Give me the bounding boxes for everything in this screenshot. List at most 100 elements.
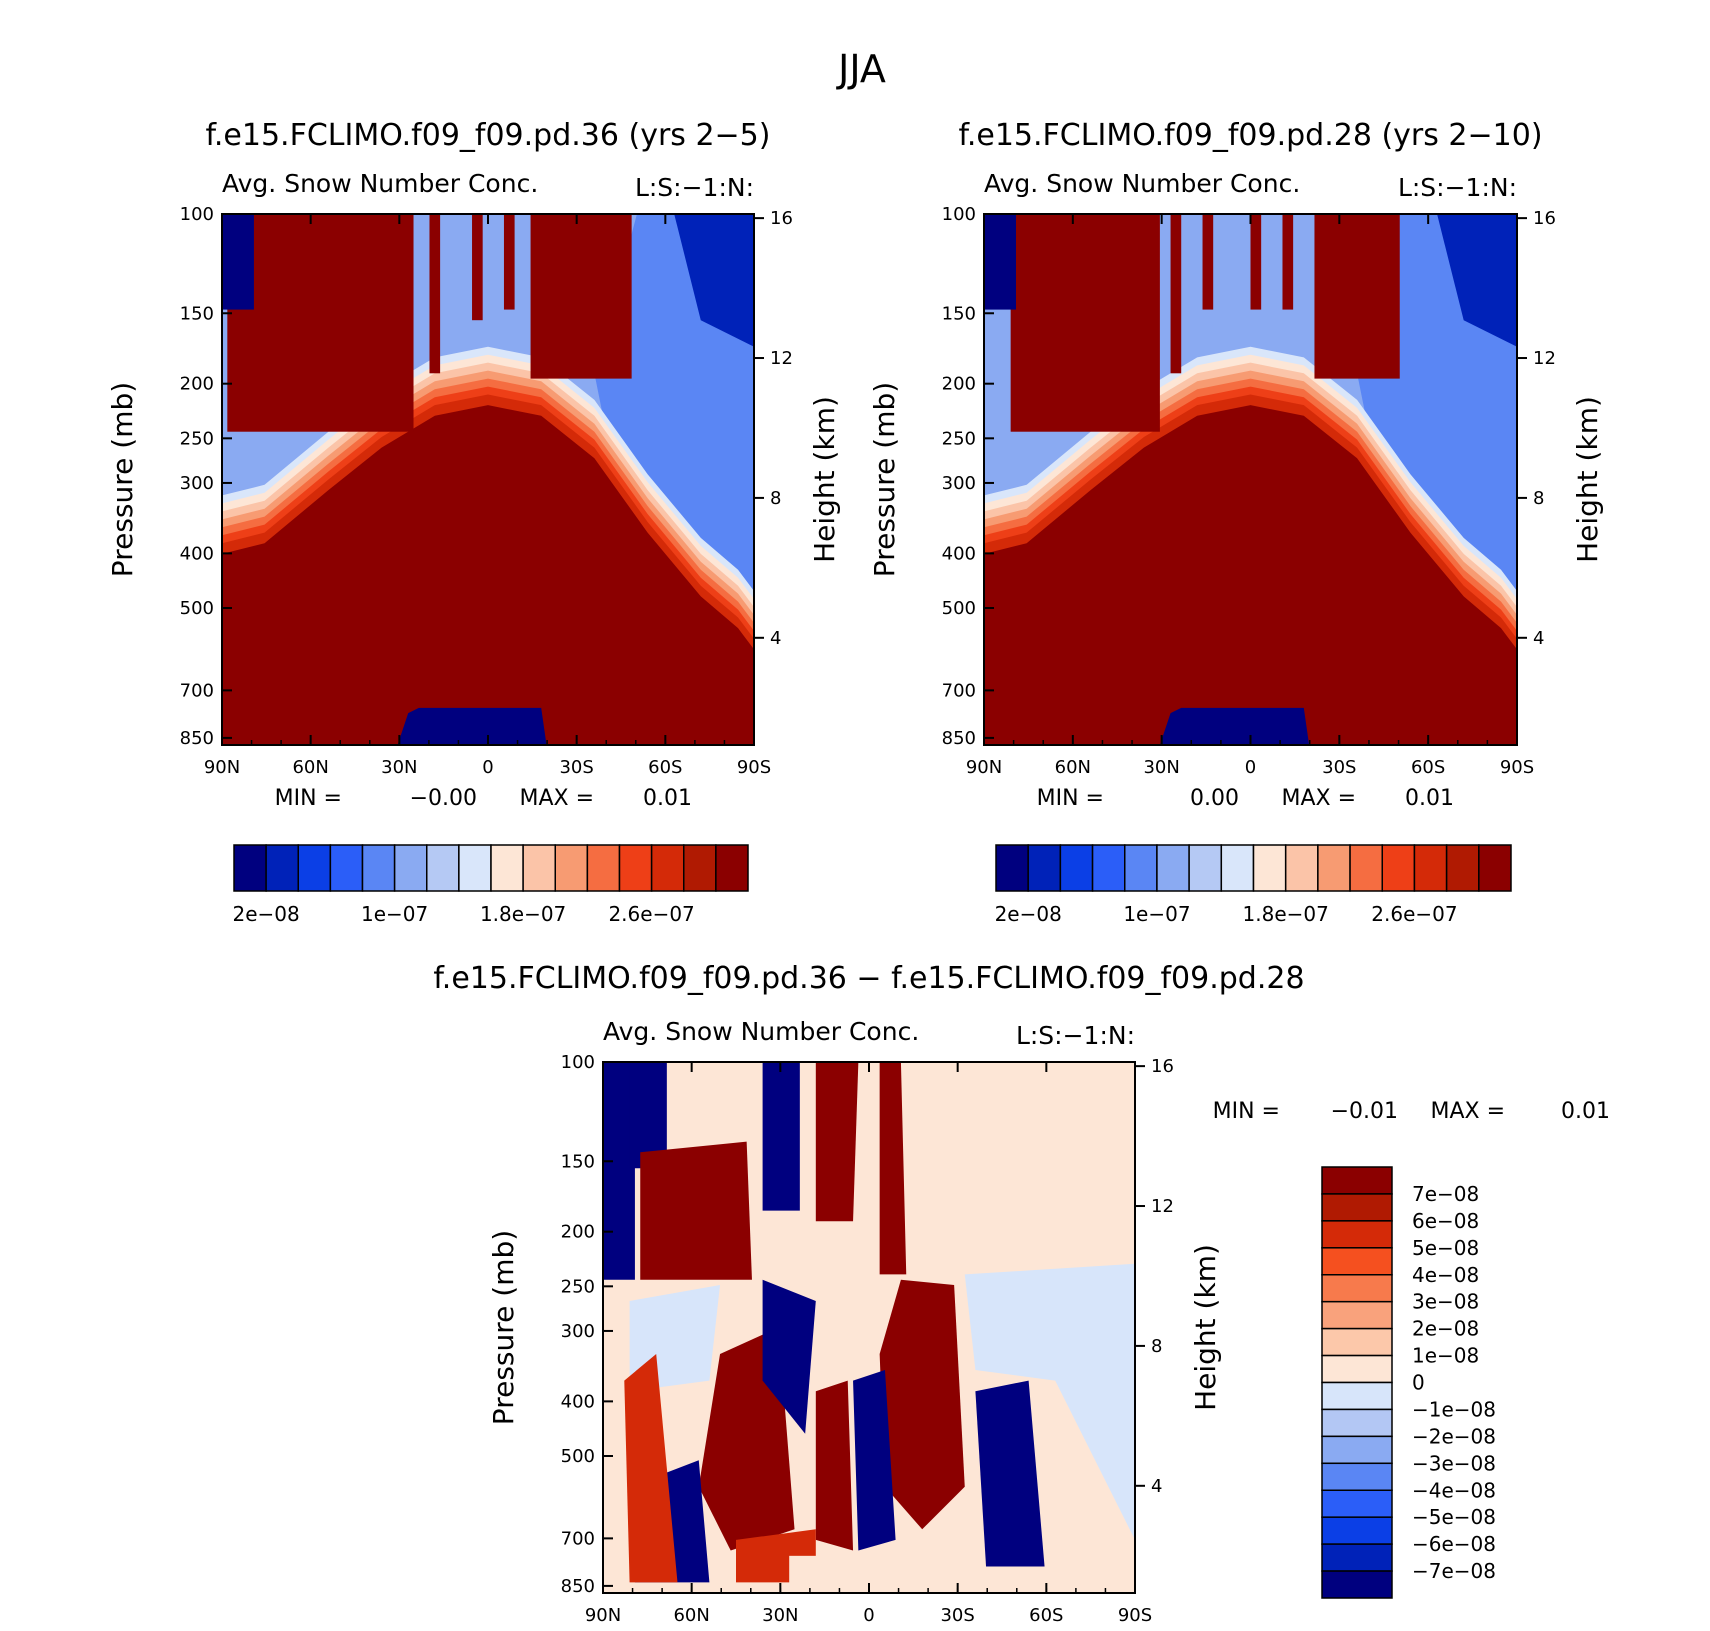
- colorbar-swatch: [1321, 1354, 1393, 1384]
- colorbar-label: −5e−08: [1412, 1505, 1496, 1529]
- height-tick-label: 12: [1533, 348, 1556, 369]
- colorbar-swatch: [426, 844, 460, 892]
- max-label: MAX =: [1430, 1099, 1505, 1124]
- colorbar-label: −2e−08: [1412, 1424, 1496, 1448]
- x-tick-label: 60N: [1055, 757, 1091, 778]
- max-value: 0.01: [643, 786, 692, 811]
- colorbar-swatch: [297, 844, 332, 892]
- y-tick-label: 150: [561, 1151, 595, 1172]
- x-tick-label: 30S: [1322, 757, 1356, 778]
- colorbar-swatch: [1321, 1408, 1393, 1438]
- y-tick-label: 150: [180, 303, 214, 324]
- colorbar-label: 2.6e−07: [608, 902, 694, 926]
- height-tick-label: 12: [770, 348, 793, 369]
- field-block: [1170, 214, 1182, 374]
- height-tick-label: 8: [770, 488, 781, 509]
- min-value: −0.00: [410, 786, 477, 811]
- colorbar-swatch: [1321, 1489, 1393, 1518]
- height-tick-label: 12: [1151, 1196, 1174, 1217]
- colorbar-swatch: [1284, 844, 1319, 892]
- colorbar-label: −1e−08: [1412, 1397, 1496, 1421]
- field-block: [503, 214, 515, 310]
- x-tick-label: 60S: [1029, 1605, 1063, 1626]
- x-tick-label: 90S: [737, 757, 771, 778]
- field-neutral-strip: [789, 1555, 896, 1593]
- field-patch: [879, 1279, 965, 1530]
- subtitle-right: L:S:−1:N:: [1398, 173, 1517, 202]
- panel-title: f.e15.FCLIMO.f09_f09.pd.28 (yrs 2−10): [958, 118, 1542, 153]
- colorbar-swatch: [1413, 844, 1448, 892]
- y-tick-label: 400: [561, 1391, 595, 1412]
- x-tick-label: 90S: [1118, 1605, 1152, 1626]
- colorbar-swatch: [554, 844, 589, 892]
- subtitle-left: Avg. Snow Number Conc.: [984, 169, 1300, 198]
- x-tick-label: 60N: [673, 1605, 709, 1626]
- field-dome: [222, 405, 754, 745]
- x-tick-label: 30S: [559, 757, 593, 778]
- y-tick-label: 250: [180, 428, 214, 449]
- field-case2: [984, 214, 1517, 745]
- x-tick-label: 60N: [292, 757, 328, 778]
- field-patch: [815, 1062, 859, 1222]
- field-lower-blue: [1159, 707, 1310, 745]
- panel-case2: f.e15.FCLIMO.f09_f09.pd.28 (yrs 2−10) Avg…: [868, 118, 1604, 926]
- colorbar-swatch: [715, 844, 749, 892]
- colorbar-swatch: [1321, 1516, 1393, 1545]
- max-label: MAX =: [519, 786, 594, 811]
- colorbar-label: 1e−07: [1123, 902, 1190, 926]
- colorbar-swatch: [1220, 844, 1255, 892]
- field-block: [429, 214, 441, 374]
- field-case1: [222, 214, 754, 745]
- colorbar-swatch: [1321, 1166, 1393, 1195]
- min-label: MIN =: [1213, 1099, 1280, 1124]
- y-tick-label: 500: [180, 598, 214, 619]
- colorbar-swatch: [1321, 1300, 1393, 1330]
- field-patch-blue: [762, 1279, 816, 1434]
- colorbar-swatch: [1445, 844, 1480, 892]
- colorbar-swatch: [393, 844, 428, 892]
- colorbar-swatch: [1124, 844, 1158, 892]
- y-tick-label: 200: [942, 374, 976, 395]
- y-tick-label: 700: [180, 680, 214, 701]
- y-tick-label: 200: [180, 374, 214, 395]
- colorbar-label: 2e−08: [995, 902, 1062, 926]
- x-tick-label: 90N: [204, 757, 240, 778]
- min-value: 0.00: [1190, 786, 1239, 811]
- field-patch-blue: [853, 1369, 896, 1551]
- x-tick-label: 60S: [1411, 757, 1445, 778]
- y-tick-label: 300: [561, 1321, 595, 1342]
- colorbar-swatch: [586, 844, 621, 892]
- colorbar-swatch: [265, 844, 299, 892]
- y-tick-label: 250: [561, 1276, 595, 1297]
- field-np-blue: [984, 214, 1016, 310]
- field-patch: [640, 1141, 752, 1280]
- colorbar-label: 7e−08: [1412, 1182, 1479, 1206]
- colorbar-swatch: [1321, 1381, 1393, 1411]
- y-tick-label: 300: [180, 473, 214, 494]
- field-np-blue: [222, 214, 254, 310]
- field-block: [472, 214, 483, 321]
- panel-case1: f.e15.FCLIMO.f09_f09.pd.36 (yrs 2−5) Avg.…: [106, 118, 841, 926]
- colorbar-swatch: [1321, 1570, 1393, 1599]
- field-patch-light: [964, 1263, 1135, 1540]
- field-dome: [984, 405, 1517, 745]
- field-lower-blue: [397, 707, 547, 745]
- min-value: −0.01: [1331, 1099, 1398, 1124]
- panel-diff: f.e15.FCLIMO.f09_f09.pd.36 − f.e15.FCLIM…: [433, 961, 1610, 1626]
- x-tick-label: 90N: [585, 1605, 621, 1626]
- y-axis-label-right: Height (km): [1571, 396, 1604, 563]
- y-tick-label: 250: [942, 428, 976, 449]
- field-sh-darkblue: [1437, 214, 1517, 347]
- field-patch: [879, 1062, 907, 1275]
- colorbar-swatch: [1317, 844, 1351, 892]
- colorbar-swatch: [522, 844, 556, 892]
- height-tick-label: 8: [1533, 488, 1544, 509]
- field-diff: [603, 1062, 1135, 1593]
- colorbar-label: 3e−08: [1412, 1290, 1479, 1314]
- field-patch: [762, 1062, 800, 1211]
- colorbar-swatch: [1321, 1247, 1393, 1276]
- colorbar-label: −6e−08: [1412, 1532, 1496, 1556]
- min-label: MIN =: [1037, 786, 1104, 811]
- y-tick-label: 700: [561, 1528, 595, 1549]
- colorbar-label: 2e−08: [233, 902, 300, 926]
